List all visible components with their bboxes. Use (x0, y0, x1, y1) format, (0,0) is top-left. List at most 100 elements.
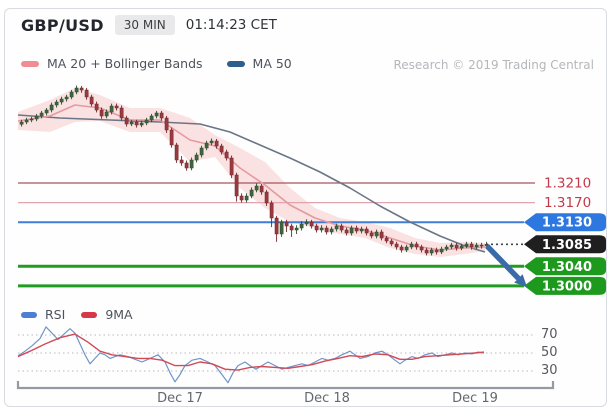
candle (309, 221, 314, 227)
candle (29, 118, 34, 121)
candle (339, 225, 344, 231)
candle (154, 112, 159, 117)
x-axis-bracket (16, 381, 555, 390)
candle (204, 142, 209, 149)
candle (209, 140, 214, 144)
chart-header: GBP/USD 30 MIN 01:14:23 CET (21, 15, 277, 35)
price-tag-1.3000 (524, 276, 606, 295)
candle (219, 145, 224, 153)
price-tag-label-1.3085: 1.3085 (542, 238, 592, 253)
bollinger-band-area (18, 88, 485, 257)
research-credit: Research © 2019 Trading Central (393, 58, 594, 72)
rsi-legend: RSI 9MA (21, 307, 133, 322)
candle (139, 122, 144, 126)
candle (69, 91, 74, 98)
candle (229, 157, 234, 176)
rsi-line (17, 326, 485, 384)
candle (344, 229, 349, 234)
candle (474, 244, 479, 248)
ma50-label: MA 50 (252, 56, 292, 71)
level-label-1.3210: 1.3210 (544, 176, 591, 192)
candle (454, 244, 459, 249)
rsi-tick-30: 30 (541, 363, 558, 378)
candle (389, 240, 394, 245)
candle (319, 227, 324, 231)
candle (354, 227, 359, 232)
candle (164, 117, 169, 131)
candle (174, 144, 179, 161)
candle (464, 243, 469, 247)
x-axis-label-dec19: Dec 19 (452, 391, 498, 406)
candle (284, 221, 289, 227)
candle (224, 151, 229, 159)
main-legend: MA 20 + Bollinger Bands MA 50 (21, 56, 292, 71)
candle (419, 246, 424, 251)
candle (19, 121, 24, 125)
ma20-bollinger-swatch-icon (21, 60, 39, 67)
rsi-tick-50: 50 (541, 345, 558, 360)
legend-ma20-bollinger: MA 20 + Bollinger Bands (21, 56, 203, 71)
legend-9ma-item: 9MA (81, 307, 133, 322)
candle (369, 232, 374, 237)
candle (329, 228, 334, 233)
candle (149, 115, 154, 121)
candle (379, 231, 384, 239)
candle (184, 162, 189, 169)
price-tag-label-1.3130: 1.3130 (542, 216, 592, 231)
candle (169, 129, 174, 146)
rsi-9ma-swatch-icon (81, 311, 98, 318)
candle (299, 223, 304, 229)
candle (24, 119, 29, 123)
candle (409, 243, 414, 248)
timeframe-badge[interactable]: 30 MIN (114, 15, 175, 35)
candle (109, 105, 114, 113)
candle (134, 121, 139, 126)
candle (424, 249, 429, 254)
candle (119, 107, 124, 119)
candle (124, 117, 129, 125)
candle (189, 159, 194, 169)
candle (59, 98, 64, 103)
candle (364, 228, 369, 234)
candle (439, 248, 444, 253)
candle (404, 246, 409, 251)
price-tag-1.3130 (524, 213, 606, 232)
candle (304, 221, 309, 225)
rsi-tick-70: 70 (541, 327, 558, 342)
forecast-arrow-head (514, 274, 527, 287)
candle (144, 119, 149, 124)
candle (244, 195, 249, 201)
price-tag-1.3040 (524, 257, 606, 276)
candle (79, 87, 84, 91)
symbol-title: GBP/USD (21, 15, 104, 35)
candle (179, 159, 184, 164)
candle (444, 246, 449, 250)
candle (434, 249, 439, 253)
candle (459, 245, 464, 249)
rsi-subchart (17, 326, 535, 384)
candle (314, 225, 319, 231)
price-tag-label-1.3040: 1.3040 (542, 260, 592, 275)
price-tag-1.3085 (524, 235, 606, 254)
candlestick-series (19, 85, 489, 256)
candle (84, 89, 89, 98)
candle (449, 244, 454, 248)
candle (214, 140, 219, 147)
candle (39, 112, 44, 117)
bollinger-band-fill (18, 88, 485, 257)
price-tag-label-1.3000: 1.3000 (542, 279, 592, 294)
candle (414, 243, 419, 248)
candle (254, 185, 259, 191)
candle (104, 111, 109, 117)
ma50-swatch-icon (226, 60, 245, 67)
candle (199, 147, 204, 156)
forecast-arrow-shaft (485, 244, 521, 281)
candle (239, 195, 244, 201)
rsi-label: RSI (45, 307, 66, 322)
candle (429, 249, 434, 254)
candle (334, 225, 339, 230)
candle (279, 221, 284, 235)
rsi-9ma-line (17, 333, 485, 371)
